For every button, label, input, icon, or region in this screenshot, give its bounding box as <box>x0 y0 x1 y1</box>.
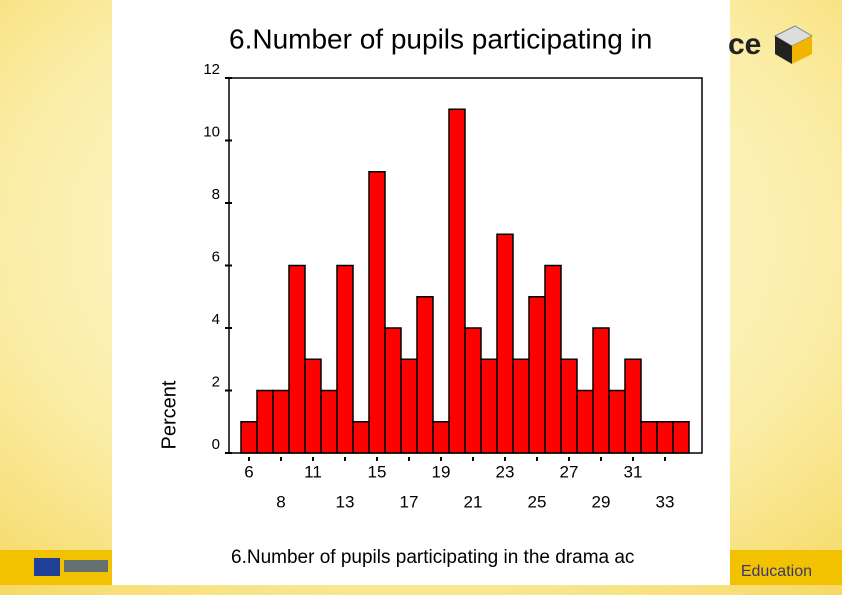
bar <box>496 233 514 454</box>
bar <box>576 389 594 454</box>
bar <box>672 421 690 454</box>
logo: ce <box>728 25 814 64</box>
bar <box>288 264 306 454</box>
x-tick-label: 19 <box>432 462 451 481</box>
x-axis-label: 6.Number of pupils participating in the … <box>231 547 634 568</box>
y-axis-label: Percent <box>158 380 180 449</box>
chart: 6.Number of pupils participating in 6.Nu… <box>158 23 703 568</box>
y-tick-label: 10 <box>203 123 220 140</box>
y-tick-label: 4 <box>212 311 220 328</box>
bar <box>480 358 498 454</box>
x-tick-label: 25 <box>528 492 547 511</box>
bar <box>592 327 610 454</box>
y-tick-label: 2 <box>212 373 220 390</box>
x-tick-label: 31 <box>624 462 643 481</box>
x-tick-label: 27 <box>560 462 579 481</box>
x-tick-label: 15 <box>368 462 387 481</box>
bar <box>608 389 626 454</box>
bar <box>640 421 658 454</box>
bar <box>400 358 418 454</box>
programme-logo <box>64 560 108 572</box>
bar <box>656 421 674 454</box>
bar <box>512 358 530 454</box>
bar <box>464 327 482 454</box>
y-tick-label: 12 <box>203 61 220 78</box>
x-tick-label: 11 <box>304 462 322 481</box>
x-tick-label: 8 <box>276 492 285 511</box>
bar <box>560 358 578 454</box>
footer-text: Education <box>741 563 812 580</box>
logo-text: ce <box>728 28 761 61</box>
bar <box>528 296 546 454</box>
x-tick-label: 17 <box>400 492 419 511</box>
y-tick-label: 0 <box>212 436 220 453</box>
x-tick-label: 13 <box>336 492 355 511</box>
content-panel <box>112 0 730 585</box>
x-tick-label: 6 <box>244 462 253 481</box>
chart-title: 6.Number of pupils participating in <box>229 23 652 54</box>
x-tick-label: 23 <box>496 462 515 481</box>
bar <box>384 327 402 454</box>
y-tick-label: 8 <box>212 186 220 203</box>
x-tick-label: 21 <box>464 492 483 511</box>
bar <box>368 171 386 454</box>
bar <box>336 264 354 454</box>
y-tick-label: 6 <box>212 248 220 265</box>
bar <box>624 358 642 454</box>
x-tick-label: 29 <box>592 492 611 511</box>
bar <box>416 296 434 454</box>
bar <box>320 389 338 454</box>
bar <box>432 421 450 454</box>
bar <box>544 264 562 454</box>
bar <box>352 421 370 454</box>
bar <box>304 358 322 454</box>
x-tick-label: 33 <box>656 492 675 511</box>
eu-flag <box>34 558 60 576</box>
bar <box>256 389 274 454</box>
bar <box>272 389 290 454</box>
bar <box>448 108 466 454</box>
bar <box>240 421 258 454</box>
